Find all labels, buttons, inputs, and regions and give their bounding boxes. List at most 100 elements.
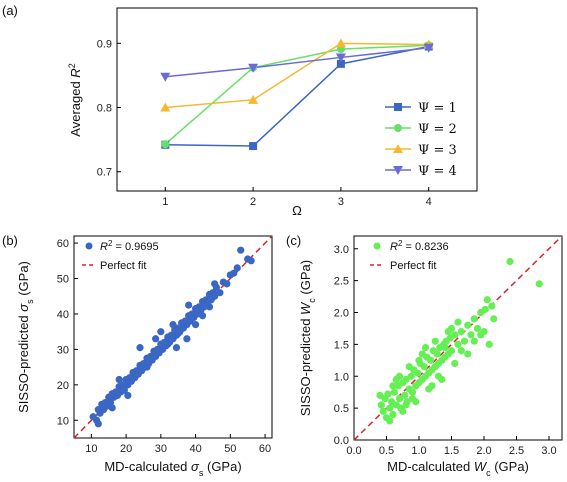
data-point	[237, 246, 245, 254]
data-point	[464, 350, 472, 358]
legend-c: R2 = 0.8236 Perfect fit	[370, 239, 449, 272]
series-line-3	[165, 42, 429, 109]
data-point	[414, 369, 422, 377]
data-point	[470, 337, 478, 345]
data-point	[247, 257, 255, 265]
series-line-1	[165, 45, 429, 147]
x-tick-label-a: 1	[162, 196, 168, 208]
data-point	[124, 391, 132, 400]
data-point	[457, 347, 465, 355]
data-point-series-3	[248, 94, 259, 104]
data-point	[434, 372, 443, 380]
x-tick-label-c: 0.5	[379, 445, 394, 457]
data-point	[447, 324, 456, 333]
data-point	[211, 280, 219, 288]
data-point	[390, 388, 398, 396]
legend-marker-4	[393, 166, 403, 175]
data-point-series-4	[248, 63, 259, 73]
legend-label-1: Ψ = 1	[418, 101, 457, 116]
data-point	[223, 280, 231, 288]
y-tick-label-b: 20	[57, 380, 69, 392]
y-tick-label-c: 0.5	[334, 403, 349, 415]
data-point	[433, 350, 441, 358]
data-point	[483, 296, 491, 304]
panel-label-c: (c)	[286, 233, 301, 248]
legend-r2-b: R2 = 0.9695	[100, 239, 159, 254]
y-tick-label-b: 30	[57, 344, 69, 356]
data-point-series-3	[160, 102, 171, 112]
data-point	[454, 340, 462, 348]
data-point	[143, 363, 151, 371]
legend-marker-1	[394, 103, 402, 111]
data-point	[395, 394, 404, 403]
legend-marker-b	[85, 242, 93, 250]
data-point	[477, 331, 485, 339]
data-point	[470, 315, 478, 323]
data-point-series-4	[423, 43, 434, 53]
x-tick-label-a: 3	[338, 196, 344, 208]
legend-label-3: Ψ = 3	[418, 143, 457, 158]
panel-label-b: (b)	[2, 233, 18, 248]
data-point	[386, 404, 394, 412]
y-tick-label-b: 40	[57, 309, 69, 321]
data-point	[377, 401, 385, 409]
data-point	[485, 340, 493, 348]
y-tick-label-c: 2.5	[334, 276, 349, 288]
data-point	[401, 391, 409, 399]
data-point	[490, 315, 498, 323]
x-axis-label-a: Ω	[292, 203, 302, 218]
legend-fit-c: Perfect fit	[390, 260, 436, 272]
data-point	[402, 401, 410, 409]
y-tick-label-a: 0.8	[97, 103, 112, 115]
y-tick-label-a: 0.7	[97, 167, 112, 179]
legend-marker-2	[394, 124, 402, 132]
scatter-chart-b: 10 20 30 40 50 60 10 20 30 40 50 60 R2 = 0.9695 Per…	[16, 235, 273, 478]
y-tick-label-c: 0.0	[334, 435, 349, 447]
y-tick-label-c: 1.0	[334, 371, 349, 383]
data-point	[120, 386, 128, 394]
data-point	[420, 363, 428, 371]
data-point	[408, 388, 417, 396]
legend-marker-c	[373, 242, 381, 250]
data-point-series-3	[335, 38, 346, 48]
data-point	[457, 328, 465, 336]
x-tick-label-c: 1.0	[411, 445, 426, 457]
data-point	[386, 417, 394, 425]
data-point	[506, 257, 514, 266]
panel-label-a: (a)	[2, 3, 18, 18]
data-point	[418, 350, 426, 358]
x-tick-label-b: 10	[85, 443, 97, 455]
plot-frame-b	[73, 235, 273, 439]
data-point	[389, 382, 397, 390]
data-point	[211, 292, 219, 300]
data-point	[427, 356, 435, 364]
data-point-series-1	[249, 142, 258, 151]
data-point	[115, 375, 123, 384]
x-tick-label-c: 3.0	[541, 445, 556, 457]
data-point	[169, 320, 177, 329]
y-tick-label-a: 0.9	[97, 38, 112, 50]
data-point	[164, 340, 172, 348]
data-point	[136, 344, 144, 352]
data-point	[399, 407, 407, 415]
data-point	[467, 331, 475, 339]
data-point	[402, 375, 410, 384]
data-point	[451, 359, 459, 368]
data-point	[460, 337, 469, 345]
x-tick-label-b: 60	[259, 443, 271, 455]
y-axis-label-c: SISSO-predicted Wc (GPa)	[298, 260, 317, 416]
data-point	[384, 390, 392, 398]
y-tick-label-c: 2.0	[334, 308, 349, 320]
data-point	[405, 363, 413, 371]
x-tick-label-a: 2	[250, 196, 256, 208]
plot-frame-a	[116, 7, 478, 192]
x-axis-label-c: MD-calculated Wc (GPa)	[387, 459, 529, 478]
legend-r2-c: R2 = 0.8236	[390, 239, 449, 254]
data-point	[488, 302, 496, 310]
data-point	[152, 335, 160, 343]
data-point	[205, 303, 214, 311]
legend-a: Ψ = 1 Ψ = 2 Ψ = 3 Ψ = 4	[385, 101, 457, 179]
data-point	[157, 328, 165, 336]
data-point	[421, 343, 430, 352]
y-tick-label-c: 1.5	[334, 339, 349, 351]
